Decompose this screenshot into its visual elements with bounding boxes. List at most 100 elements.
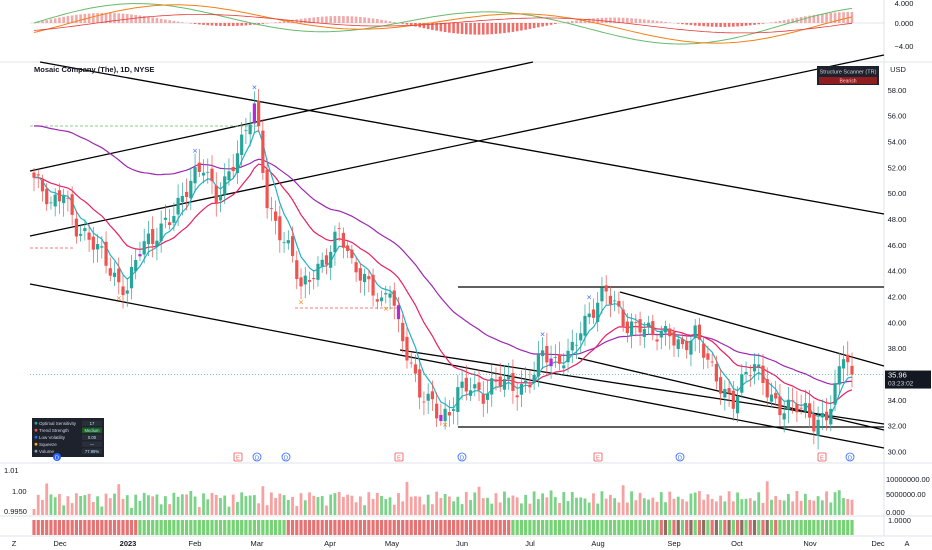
candle-down[interactable] <box>409 362 413 364</box>
candle-up[interactable] <box>379 297 384 302</box>
candle-up[interactable] <box>473 384 477 389</box>
candle-down[interactable] <box>418 369 422 398</box>
candle-up[interactable] <box>566 350 570 363</box>
candle-up[interactable] <box>282 242 286 244</box>
candle-down[interactable] <box>439 414 443 422</box>
candle-down[interactable] <box>795 403 799 413</box>
candle-up[interactable] <box>587 313 591 318</box>
candle-down[interactable] <box>625 321 629 334</box>
candle-down[interactable] <box>45 188 49 205</box>
candle-up[interactable] <box>613 300 617 302</box>
candle-up[interactable] <box>829 408 833 425</box>
candle-up[interactable] <box>248 124 252 135</box>
candle-up[interactable] <box>362 273 367 283</box>
candle-down[interactable] <box>494 380 498 382</box>
candle-down[interactable] <box>634 321 638 323</box>
candle-down[interactable] <box>231 166 235 172</box>
candle-up[interactable] <box>112 272 117 277</box>
candle-down[interactable] <box>273 211 278 221</box>
candle-up[interactable] <box>180 196 184 203</box>
candle-down[interactable] <box>706 353 710 360</box>
candle-down[interactable] <box>477 382 481 390</box>
candle-down[interactable] <box>672 331 676 346</box>
candle-down[interactable] <box>422 401 426 403</box>
candle-up[interactable] <box>642 329 646 337</box>
candle-up[interactable] <box>757 364 761 367</box>
candle-up[interactable] <box>740 374 744 393</box>
oscillator-pane[interactable]: 4.000 0.000 −4.00 <box>30 0 913 51</box>
candle-down[interactable] <box>375 299 379 302</box>
candle-down[interactable] <box>731 390 735 409</box>
candle-down[interactable] <box>151 229 155 244</box>
candle-up[interactable] <box>689 340 693 355</box>
candle-down[interactable] <box>66 197 70 199</box>
candle-down[interactable] <box>608 295 613 305</box>
candle-up[interactable] <box>769 394 774 402</box>
candle-down[interactable] <box>464 377 468 392</box>
candle-down[interactable] <box>367 276 371 280</box>
candlestick-series[interactable] <box>32 88 854 450</box>
candle-up[interactable] <box>53 194 57 207</box>
candle-up[interactable] <box>235 153 240 173</box>
candle-up[interactable] <box>388 293 392 298</box>
candle-down[interactable] <box>435 403 439 419</box>
candle-up[interactable] <box>532 374 536 384</box>
candle-down[interactable] <box>70 194 74 215</box>
candle-down[interactable] <box>197 162 201 172</box>
candle-down[interactable] <box>638 319 642 333</box>
trendline-long-rising[interactable] <box>29 54 885 237</box>
candle-up[interactable] <box>541 350 545 357</box>
candle-down[interactable] <box>774 392 778 399</box>
candle-up[interactable] <box>693 325 697 339</box>
candle-up[interactable] <box>646 322 651 327</box>
candle-down[interactable] <box>104 241 108 266</box>
candle-down[interactable] <box>685 340 689 351</box>
candle-down[interactable] <box>778 396 782 416</box>
candle-up[interactable] <box>286 240 290 244</box>
candle-down[interactable] <box>117 268 121 283</box>
candle-down[interactable] <box>591 309 596 318</box>
candle-up[interactable] <box>570 341 574 351</box>
candle-up[interactable] <box>579 333 583 341</box>
candle-up[interactable] <box>426 393 430 401</box>
candle-down[interactable] <box>299 277 303 287</box>
candle-up[interactable] <box>172 216 176 223</box>
candle-down[interactable] <box>278 216 282 241</box>
candle-down[interactable] <box>799 407 803 409</box>
candle-down[interactable] <box>719 377 723 394</box>
candle-down[interactable] <box>184 191 189 198</box>
candle-up[interactable] <box>443 408 447 422</box>
candle-up[interactable] <box>384 293 388 295</box>
candle-down[interactable] <box>515 395 519 398</box>
trendline-lower-falling[interactable] <box>29 283 885 449</box>
moving-average-slow[interactable] <box>33 125 853 385</box>
candle-down[interactable] <box>371 274 375 296</box>
candle-down[interactable] <box>312 278 316 280</box>
candle-up[interactable] <box>536 354 540 377</box>
candle-up[interactable] <box>201 172 206 176</box>
candle-up[interactable] <box>218 195 223 201</box>
candle-down[interactable] <box>680 339 685 345</box>
candle-up[interactable] <box>803 402 807 412</box>
candle-down[interactable] <box>257 100 261 127</box>
symbol-title[interactable]: Mosaic Company (The), 1D, NYSE <box>34 65 154 74</box>
candle-up[interactable] <box>562 365 566 369</box>
candle-down[interactable] <box>265 169 269 209</box>
candle-down[interactable] <box>307 279 312 282</box>
candle-up[interactable] <box>138 254 142 257</box>
candle-up[interactable] <box>490 378 494 395</box>
candle-up[interactable] <box>189 180 193 199</box>
candle-up[interactable] <box>735 396 740 414</box>
candle-down[interactable] <box>405 336 409 361</box>
candle-down[interactable] <box>710 361 714 363</box>
candle-down[interactable] <box>87 232 91 240</box>
candle-up[interactable] <box>502 379 507 390</box>
candle-up[interactable] <box>333 231 337 253</box>
candle-up[interactable] <box>630 321 634 337</box>
candle-up[interactable] <box>62 195 66 204</box>
candle-up[interactable] <box>227 171 231 181</box>
candle-up[interactable] <box>841 359 846 369</box>
candle-down[interactable] <box>324 255 329 265</box>
earnings-badge[interactable]: E <box>394 452 404 462</box>
